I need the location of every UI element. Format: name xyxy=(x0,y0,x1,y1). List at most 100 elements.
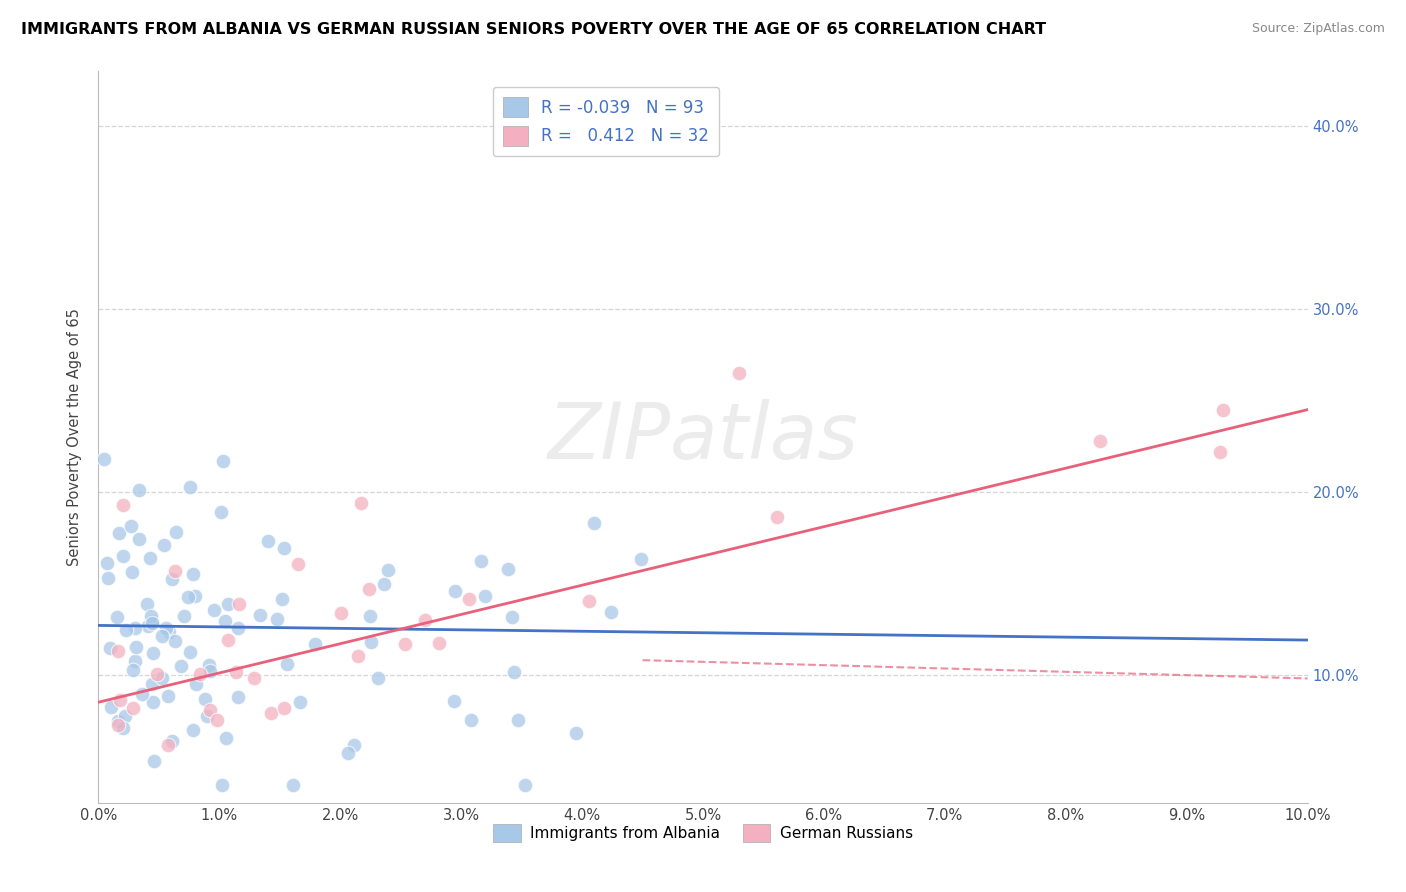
Point xyxy=(179,480,201,494)
Point xyxy=(259,706,281,720)
Point xyxy=(163,564,186,578)
Point xyxy=(273,541,295,555)
Point xyxy=(413,613,436,627)
Point xyxy=(205,714,228,728)
Point xyxy=(474,589,496,603)
Point xyxy=(212,454,235,468)
Point xyxy=(427,635,450,649)
Point xyxy=(195,709,218,723)
Point xyxy=(367,671,389,685)
Point xyxy=(766,510,789,524)
Point xyxy=(443,694,465,708)
Point xyxy=(377,563,399,577)
Point xyxy=(228,597,250,611)
Point xyxy=(107,714,129,728)
Point xyxy=(136,619,159,633)
Point xyxy=(163,633,186,648)
Point xyxy=(139,609,162,624)
Point xyxy=(173,609,195,624)
Point xyxy=(1212,402,1234,417)
Point xyxy=(226,690,249,704)
Point xyxy=(107,644,129,658)
Point xyxy=(141,677,163,691)
Point xyxy=(217,598,239,612)
Point xyxy=(457,592,479,607)
Point xyxy=(124,621,146,635)
Point xyxy=(150,629,173,643)
Point xyxy=(1090,434,1112,449)
Point xyxy=(128,483,150,497)
Point xyxy=(179,645,201,659)
Point xyxy=(202,603,225,617)
Point xyxy=(169,659,191,673)
Point xyxy=(121,565,143,579)
Point xyxy=(304,637,326,651)
Point xyxy=(266,612,288,626)
Point xyxy=(135,597,157,611)
Point xyxy=(582,516,605,531)
Point xyxy=(225,665,247,679)
Point xyxy=(360,635,382,649)
Point xyxy=(142,696,165,710)
Point xyxy=(139,551,162,566)
Point xyxy=(273,701,295,715)
Point xyxy=(155,621,177,635)
Point xyxy=(256,534,278,549)
Point xyxy=(578,594,600,608)
Point xyxy=(141,614,163,628)
Point xyxy=(501,610,523,624)
Point xyxy=(122,701,145,715)
Point xyxy=(124,654,146,668)
Point xyxy=(498,562,520,576)
Point xyxy=(165,524,187,539)
Point xyxy=(177,591,200,605)
Point xyxy=(194,692,217,706)
Point xyxy=(184,589,207,603)
Text: ZIPatlas: ZIPatlas xyxy=(547,399,859,475)
Point xyxy=(502,665,524,680)
Point xyxy=(153,538,176,552)
Point xyxy=(217,633,239,648)
Point xyxy=(444,583,467,598)
Point xyxy=(1208,445,1230,459)
Point xyxy=(346,649,368,664)
Point xyxy=(359,608,381,623)
Point xyxy=(125,640,148,654)
Point xyxy=(460,714,482,728)
Point xyxy=(160,573,183,587)
Point xyxy=(108,693,131,707)
Point xyxy=(373,577,395,591)
Point xyxy=(226,621,249,635)
Point xyxy=(97,571,120,585)
Point xyxy=(515,778,537,792)
Point xyxy=(215,731,238,745)
Point xyxy=(131,687,153,701)
Point xyxy=(198,658,221,673)
Point xyxy=(270,592,292,607)
Point xyxy=(141,615,163,630)
Point xyxy=(96,557,118,571)
Point xyxy=(214,614,236,628)
Point xyxy=(599,605,621,619)
Point xyxy=(198,664,221,678)
Point xyxy=(108,525,131,540)
Point xyxy=(107,717,129,731)
Point xyxy=(156,690,179,704)
Point xyxy=(728,366,751,380)
Point xyxy=(105,610,128,624)
Point xyxy=(394,637,416,651)
Point xyxy=(143,754,166,768)
Text: Source: ZipAtlas.com: Source: ZipAtlas.com xyxy=(1251,22,1385,36)
Point xyxy=(146,667,169,681)
Point xyxy=(112,722,135,736)
Point xyxy=(122,663,145,677)
Point xyxy=(100,700,122,714)
Point xyxy=(128,532,150,546)
Text: IMMIGRANTS FROM ALBANIA VS GERMAN RUSSIAN SENIORS POVERTY OVER THE AGE OF 65 COR: IMMIGRANTS FROM ALBANIA VS GERMAN RUSSIA… xyxy=(21,22,1046,37)
Point xyxy=(209,505,232,519)
Point xyxy=(111,498,134,512)
Point xyxy=(190,666,212,681)
Point xyxy=(112,549,135,563)
Point xyxy=(249,607,271,622)
Point xyxy=(329,606,352,620)
